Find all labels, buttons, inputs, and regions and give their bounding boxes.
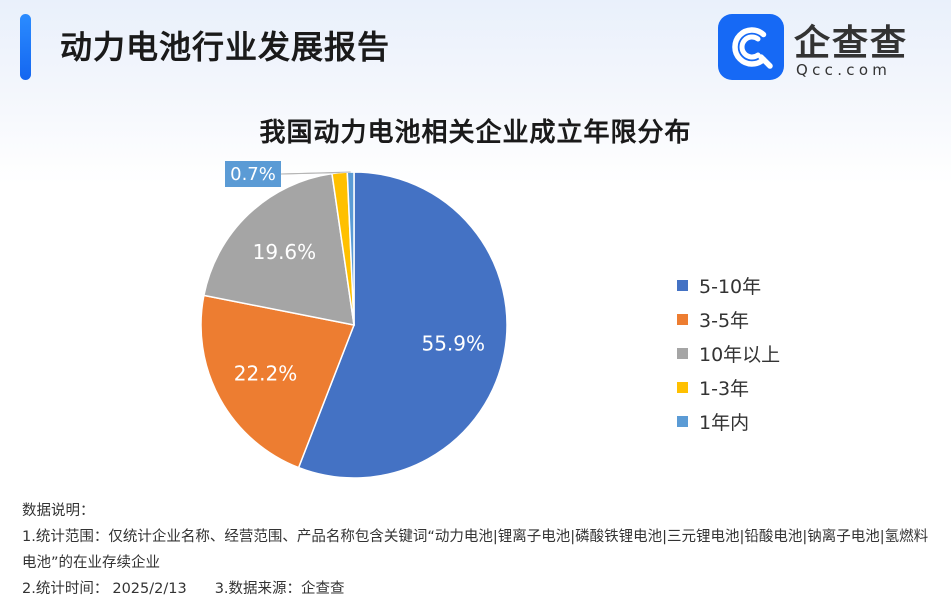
qcc-logo-icon xyxy=(718,14,784,80)
legend-label: 1-3年 xyxy=(699,377,750,400)
legend-item-1-3: 1-3年 xyxy=(677,370,780,404)
legend-item-1: 1年内 xyxy=(677,404,780,438)
legend-label: 5-10年 xyxy=(699,275,762,298)
legend-swatch xyxy=(677,313,688,325)
notes-source: 3.数据来源：企查查 xyxy=(214,581,345,597)
notes-scope: 1.统计范围：仅统计企业名称、经营范围、产品名称包含关键词“动力电池|锂离子电池… xyxy=(22,529,929,571)
callout-box-1 xyxy=(225,161,281,187)
data-label-10: 19.6% xyxy=(253,240,317,264)
data-label-3-5: 22.2% xyxy=(234,362,298,386)
legend-item-10: 10年以上 xyxy=(677,336,780,370)
notes-time-value: 2025/2/13 xyxy=(112,581,187,597)
leader-line-1 xyxy=(280,171,351,175)
page-title: 动力电池行业发展报告 xyxy=(60,28,391,66)
pie-slice-5-10 xyxy=(297,171,508,479)
notes-time-label: 2.统计时间： xyxy=(22,581,109,597)
data-label-1: 0.7% xyxy=(230,164,276,185)
chart-title: 我国动力电池相关企业成立年限分布 xyxy=(259,118,692,148)
legend-swatch xyxy=(677,279,688,291)
legend-label: 1年内 xyxy=(699,411,750,434)
chart-legend: 5-10年 3-5年 10年以上 1-3年 1年内 xyxy=(677,268,780,438)
legend-item-3-5: 3-5年 xyxy=(677,302,780,336)
legend-swatch xyxy=(677,415,688,427)
brand-domain: Qcc.com xyxy=(796,61,892,79)
notes-heading: 数据说明： xyxy=(22,503,95,519)
data-label-5-10: 55.9% xyxy=(421,332,485,356)
data-notes: 数据说明： 1.统计范围：仅统计企业名称、经营范围、产品名称包含关键词“动力电池… xyxy=(22,498,937,602)
notes-time-source: 2.统计时间： 2025/2/13 3.数据来源：企查查 xyxy=(22,576,937,602)
legend-swatch xyxy=(677,381,688,393)
title-accent-bar xyxy=(20,14,31,80)
pie-slice-10 xyxy=(203,172,355,326)
legend-label: 10年以上 xyxy=(699,343,781,366)
brand-name: 企查查 xyxy=(794,23,909,64)
legend-label: 3-5年 xyxy=(699,309,750,332)
brand-logo: 企查查 Qcc.com xyxy=(718,14,933,80)
report-header: 动力电池行业发展报告 企查查 Qcc.com xyxy=(0,0,951,90)
legend-item-5-10: 5-10年 xyxy=(677,268,780,302)
legend-swatch xyxy=(677,347,688,359)
pie-slice-3-5 xyxy=(200,294,356,469)
